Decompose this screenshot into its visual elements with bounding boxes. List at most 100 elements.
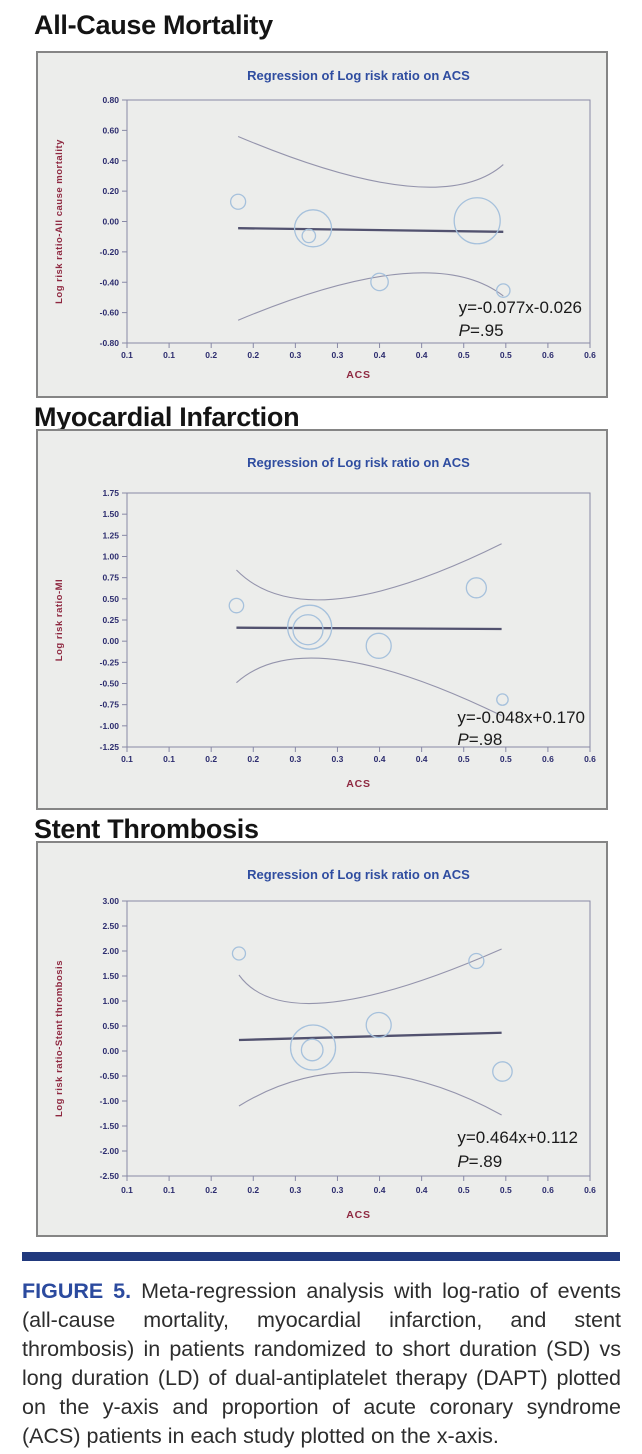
y-tick-label: 0.40 xyxy=(102,156,119,166)
x-tick-label: 0.3 xyxy=(332,1185,344,1195)
x-tick-label: 0.5 xyxy=(500,1185,512,1195)
x-tick-label: 0.2 xyxy=(247,350,259,360)
study-bubble xyxy=(468,952,485,970)
y-axis-label: Log risk ratio-MI xyxy=(54,579,65,661)
x-tick-label: 0.6 xyxy=(542,754,554,764)
ci-upper-band xyxy=(236,543,502,601)
x-tick-label: 0.3 xyxy=(332,350,344,360)
regression-line xyxy=(236,626,502,631)
regression-equation: y=-0.077x-0.026 xyxy=(459,298,582,317)
x-tick-label: 0.1 xyxy=(163,350,175,360)
x-tick-label: 0.4 xyxy=(374,754,386,764)
y-tick-label: -2.00 xyxy=(100,1146,120,1156)
y-tick-label: -0.75 xyxy=(100,700,120,710)
x-tick-label: 0.6 xyxy=(584,350,596,360)
study-bubble xyxy=(228,597,245,614)
y-tick-label: 2.50 xyxy=(102,921,119,931)
study-bubble xyxy=(229,193,247,210)
regression-equation: y=0.464x+0.112 xyxy=(457,1128,578,1147)
study-bubble xyxy=(292,614,324,646)
y-tick-label: -0.60 xyxy=(100,308,120,318)
y-tick-label: 0.00 xyxy=(102,636,119,646)
x-tick-label: 0.5 xyxy=(500,350,512,360)
study-bubble xyxy=(300,1038,324,1062)
x-tick-label: 0.3 xyxy=(289,350,301,360)
x-tick-label: 0.3 xyxy=(332,754,344,764)
y-tick-label: 1.50 xyxy=(102,971,119,981)
regression-line xyxy=(238,1031,502,1042)
y-axis-label: Log risk ratio-Stent thrombosis xyxy=(54,960,65,1117)
study-bubble xyxy=(370,272,389,292)
chart-myocardial-infarction: Regression of Log risk ratio on ACS 1.75 1… xyxy=(36,429,608,810)
x-tick-label: 0.6 xyxy=(542,1185,554,1195)
y-tick-label: -1.25 xyxy=(100,742,120,752)
study-bubble xyxy=(293,209,333,248)
y-tick-label: 1.00 xyxy=(102,996,119,1006)
x-axis-label: ACS xyxy=(346,1209,371,1221)
chart-title: Regression of Log risk ratio on ACS xyxy=(247,455,470,470)
x-tick-label: 0.2 xyxy=(205,350,217,360)
caption-divider-bar xyxy=(22,1252,620,1261)
y-tick-label: 0.50 xyxy=(102,594,119,604)
x-tick-label: 0.1 xyxy=(121,754,133,764)
y-tick-label: 3.00 xyxy=(102,896,119,906)
x-tick-label: 0.1 xyxy=(163,754,175,764)
y-tick-label: -0.50 xyxy=(100,679,120,689)
x-tick-label: 0.6 xyxy=(584,1185,596,1195)
x-tick-label: 0.6 xyxy=(542,350,554,360)
x-tick-label: 0.4 xyxy=(374,1185,386,1195)
p-value: P=.95 xyxy=(459,321,504,340)
chart-box-background xyxy=(36,841,608,1237)
y-tick-label: 0.00 xyxy=(102,1046,119,1056)
section-heading-myocardial-infarction: Myocardial Infarction xyxy=(34,402,300,432)
p-value: P=.98 xyxy=(457,730,502,749)
study-bubble xyxy=(365,632,392,659)
study-bubble xyxy=(453,197,501,245)
chart-title: Regression of Log risk ratio on ACS xyxy=(247,68,470,83)
x-tick-label: 0.6 xyxy=(584,754,596,764)
x-tick-label: 0.4 xyxy=(416,1185,428,1195)
chart-box-background xyxy=(36,51,608,398)
y-tick-label: 1.25 xyxy=(102,530,119,540)
regression-line xyxy=(238,227,504,233)
x-tick-label: 0.2 xyxy=(205,1185,217,1195)
ci-lower-band xyxy=(237,272,504,321)
study-bubble xyxy=(301,228,317,244)
study-bubble xyxy=(287,604,333,650)
y-tick-label: -1.00 xyxy=(100,721,120,731)
ci-upper-band xyxy=(237,135,504,188)
x-tick-label: 0.5 xyxy=(458,350,470,360)
regression-equation: y=-0.048x+0.170 xyxy=(457,708,585,727)
study-bubble xyxy=(365,1011,392,1039)
y-tick-label: 0.20 xyxy=(102,186,119,196)
y-tick-label: 1.50 xyxy=(102,509,119,519)
figure-caption: FIGURE 5. Meta-regression analysis with … xyxy=(22,1277,621,1451)
section-heading-all-cause-mortality: All-Cause Mortality xyxy=(34,10,273,40)
figure-label: FIGURE 5. xyxy=(22,1279,132,1303)
ci-upper-band xyxy=(238,948,502,1004)
x-tick-label: 0.2 xyxy=(247,754,259,764)
x-tick-label: 0.4 xyxy=(416,350,428,360)
x-axis-label: ACS xyxy=(346,778,371,790)
y-tick-label: 1.00 xyxy=(102,552,119,562)
x-tick-label: 0.1 xyxy=(121,350,133,360)
y-tick-label: -2.50 xyxy=(100,1171,120,1181)
plot-frame xyxy=(126,900,591,1177)
y-tick-label: 2.00 xyxy=(102,946,119,956)
p-value: P=.89 xyxy=(457,1152,502,1171)
y-tick-label: 0.50 xyxy=(102,1021,119,1031)
section-heading-stent-thrombosis: Stent Thrombosis xyxy=(34,814,259,844)
x-axis-label: ACS xyxy=(346,369,371,381)
x-tick-label: 0.5 xyxy=(500,754,512,764)
y-tick-label: -0.25 xyxy=(100,657,120,667)
x-tick-label: 0.3 xyxy=(289,1185,301,1195)
y-axis-label: Log risk ratio-All cause mortality xyxy=(54,139,65,304)
study-bubble xyxy=(231,946,247,961)
ci-lower-band xyxy=(238,1071,502,1116)
x-tick-label: 0.5 xyxy=(458,1185,470,1195)
y-tick-label: 0.75 xyxy=(102,573,119,583)
y-tick-label: 0.25 xyxy=(102,615,119,625)
y-tick-label: 0.00 xyxy=(102,217,119,227)
chart-title: Regression of Log risk ratio on ACS xyxy=(247,867,470,882)
y-tick-label: 0.60 xyxy=(102,125,119,135)
